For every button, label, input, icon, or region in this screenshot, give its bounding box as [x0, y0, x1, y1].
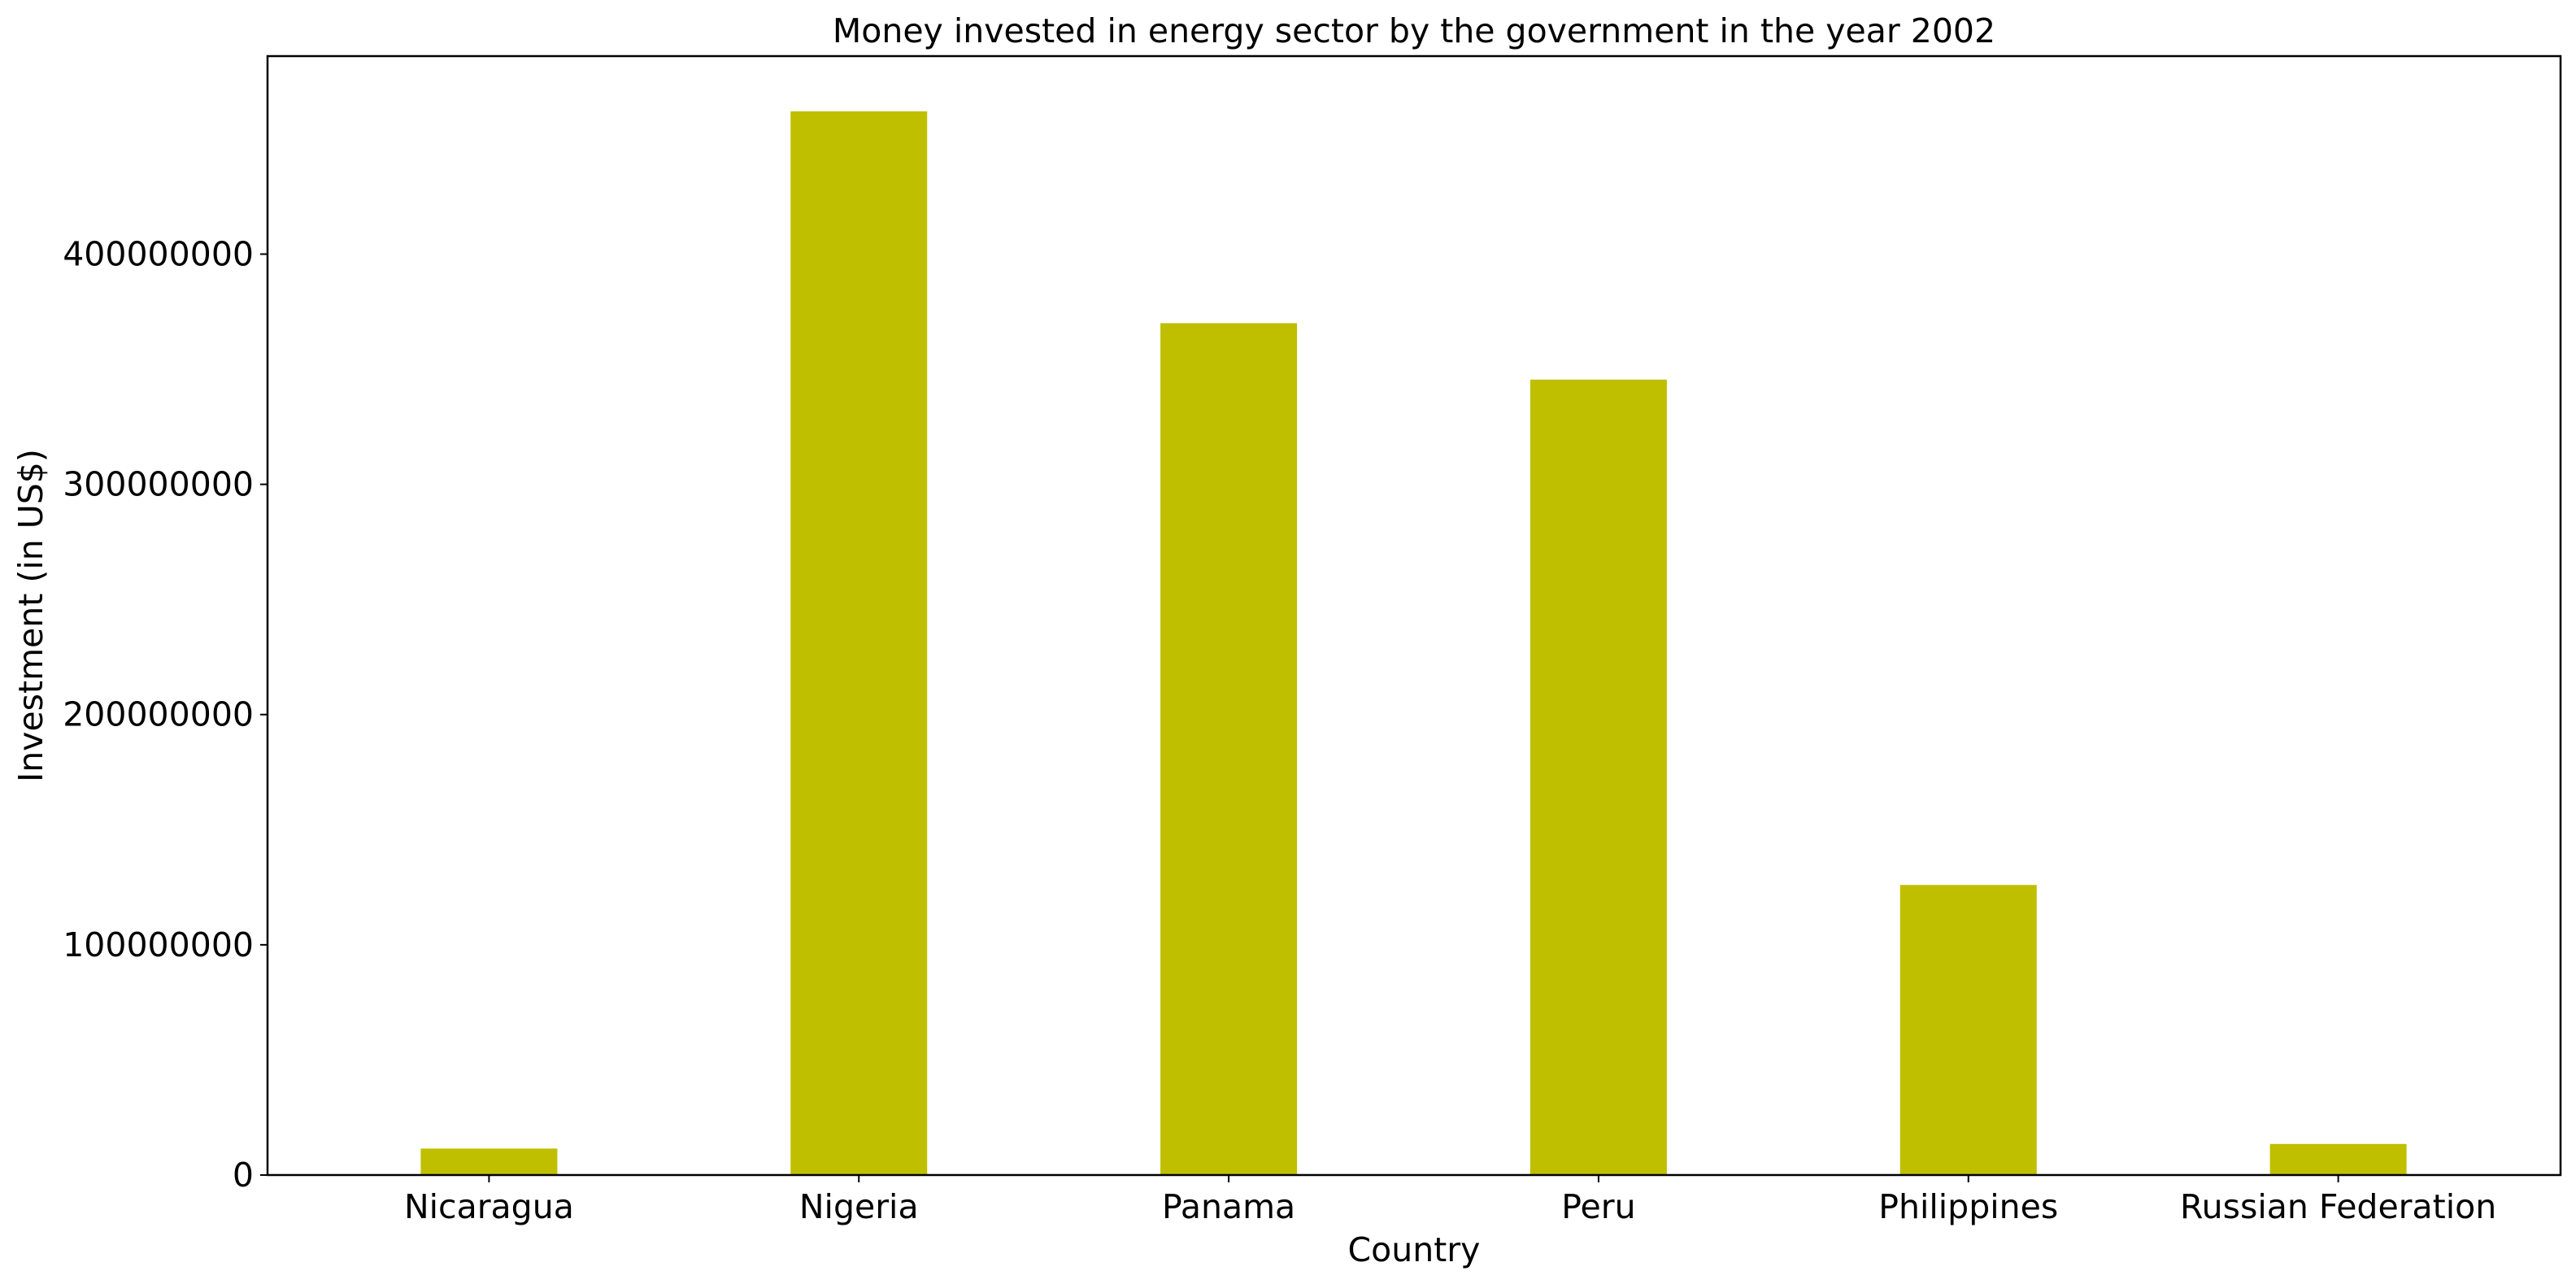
bar-peru: [1530, 379, 1667, 1175]
bar-philippines: [1899, 885, 2037, 1175]
x-tick-label: Panama: [1162, 1187, 1295, 1226]
y-tick-label: 300000000: [63, 465, 254, 504]
bar-nicaragua: [420, 1148, 558, 1175]
bars-group: [420, 111, 2407, 1175]
y-tick-label: 0: [233, 1156, 254, 1195]
y-axis-label: Investment (in US$): [11, 449, 50, 782]
bar-panama: [1160, 323, 1298, 1175]
bar-nigeria: [790, 111, 928, 1175]
x-tick-label: Nicaragua: [404, 1187, 574, 1226]
y-axis-ticks: 0 100000000 200000000 300000000 400000000: [63, 234, 268, 1195]
y-tick-label: 400000000: [63, 234, 254, 273]
x-tick-label: Philippines: [1878, 1187, 2058, 1226]
y-tick-label: 100000000: [63, 925, 254, 964]
y-tick-label: 200000000: [63, 695, 254, 734]
x-tick-label: Russian Federation: [2180, 1187, 2496, 1226]
bar-russian-federation: [2269, 1143, 2407, 1175]
x-tick-label: Nigeria: [799, 1187, 919, 1226]
x-axis-label: Country: [1348, 1230, 1481, 1269]
x-axis-ticks: Nicaragua Nigeria Panama Peru Philippines Rus…: [404, 1175, 2496, 1226]
plot-frame: [266, 54, 2562, 1177]
x-tick-label: Peru: [1561, 1187, 1635, 1226]
chart-title: Money invested in energy sector by the g…: [833, 11, 1995, 50]
